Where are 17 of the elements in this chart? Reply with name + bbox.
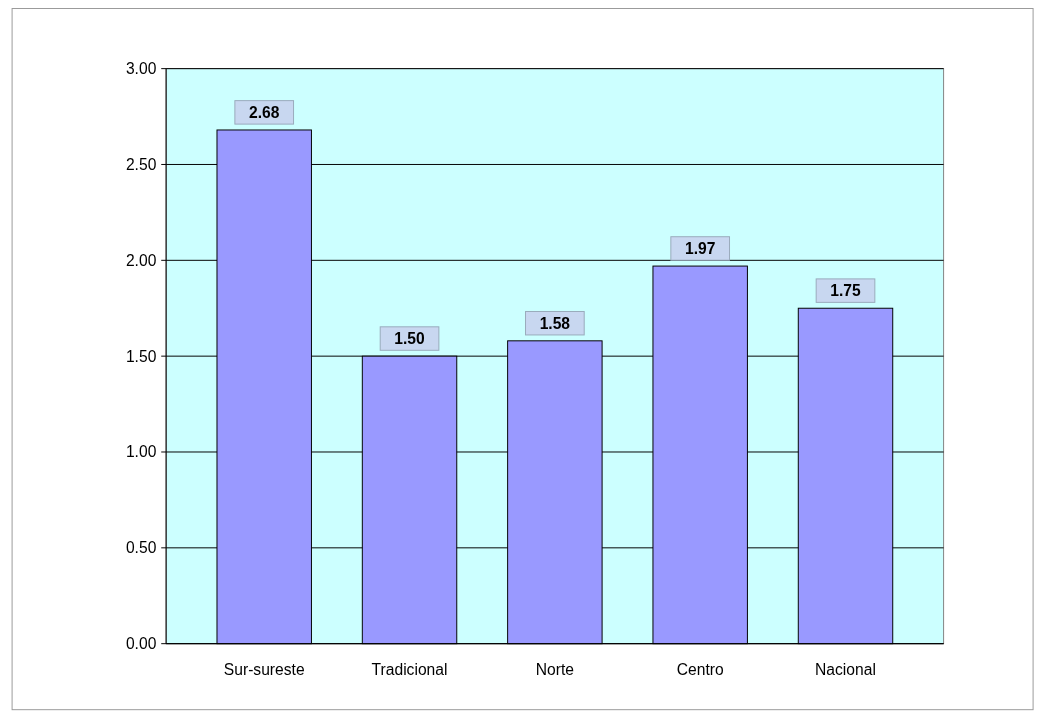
x-tick-label: Sur-sureste: [223, 660, 305, 678]
data-label: 1.97: [684, 239, 716, 257]
x-tick-label: Nacional: [815, 660, 876, 678]
data-label: 1.58: [539, 314, 571, 332]
y-tick-label: 3.00: [125, 60, 157, 78]
y-tick-label: 2.50: [125, 155, 157, 173]
x-tick-label: Centro: [676, 660, 724, 678]
y-tick-label: 1.50: [125, 347, 157, 365]
y-tick-label: 2.00: [125, 251, 157, 269]
data-label: 2.68: [249, 103, 280, 121]
y-tick-label: 0.00: [125, 635, 157, 653]
x-tick-label: Norte: [535, 660, 574, 678]
data-label: 1.50: [394, 330, 426, 348]
y-tick-label: 0.50: [125, 539, 157, 557]
x-tick-label: Tradicional: [371, 660, 448, 678]
y-tick-label: 1.00: [125, 443, 157, 461]
data-label: 1.75: [830, 282, 862, 300]
